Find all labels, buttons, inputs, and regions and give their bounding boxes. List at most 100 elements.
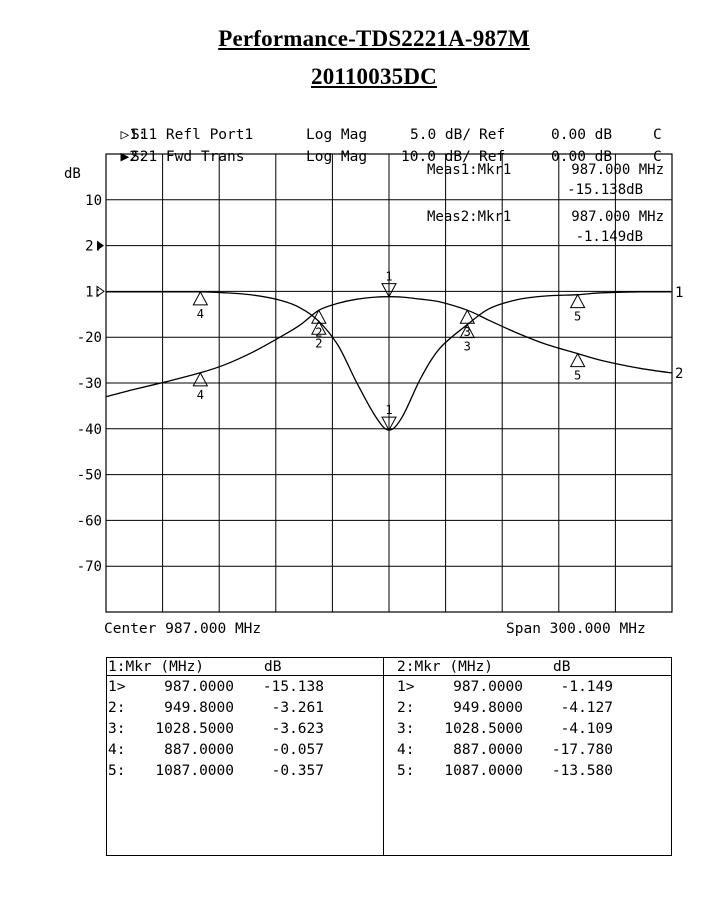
traces: 12: [105, 285, 683, 431]
left-marker-value: -3.623: [271, 721, 324, 737]
marker-4-triangle-icon: [192, 290, 209, 306]
left-marker-id: 3:: [108, 721, 126, 737]
table-header-divider: [107, 675, 671, 676]
ref-arrow-channel-2-icon: [97, 240, 104, 251]
left-marker-frequency: 1028.5000: [155, 721, 234, 737]
marker-number: 2: [315, 325, 322, 339]
marker-number: 4: [197, 388, 204, 402]
marker-5-triangle-icon: [569, 293, 586, 309]
marker-number: 3: [464, 325, 471, 339]
right-header-unit: dB: [553, 659, 571, 675]
measurement-label: Meas2:Mkr1: [427, 209, 511, 225]
y-axis-label: dB: [64, 166, 81, 182]
right-marker-frequency: 949.8000: [453, 700, 523, 716]
channel-2-format: Log Mag: [306, 149, 368, 165]
page-subtitle: 20110035DC: [311, 64, 437, 89]
marker-number: 2: [315, 336, 322, 350]
channel-2-ref-label: Ref: [479, 149, 506, 165]
right-marker-value: -17.780: [551, 742, 613, 758]
channel-2-prefix: ▶2:: [120, 149, 147, 165]
left-marker-value: -3.261: [271, 700, 324, 716]
left-marker-id: 5:: [108, 763, 126, 779]
left-marker-value: -15.138: [262, 679, 324, 695]
right-marker-value: -1.149: [560, 679, 613, 695]
marker-1-triangle-icon: [381, 416, 397, 432]
left-marker-value: -0.057: [271, 742, 324, 758]
measurement-value: -1.149dB: [576, 229, 643, 245]
marker-number: 3: [464, 340, 471, 354]
marker-number: 1: [385, 270, 392, 284]
channel-2-ref: 0.00 dB: [551, 149, 613, 165]
marker-number: 1: [385, 403, 392, 417]
trace-markers: 1 2 3 4 5 1 2 3 4 5: [192, 270, 586, 432]
measurement-readouts: Meas1:Mkr1 987.000 MHz -15.138dB Meas2:Mkr1…: [427, 162, 664, 245]
left-marker-value: -0.357: [271, 763, 324, 779]
measurement-value: -15.138dB: [567, 182, 643, 198]
network-analyzer-plot: dB 102:1:-20-30-40-50-60-70 12 12 34 512 34…: [64, 153, 683, 613]
right-marker-id: 2:: [397, 700, 415, 716]
channel-1-flag: C: [653, 127, 662, 143]
trace-label-1: 1: [675, 285, 683, 301]
y-tick-label: -20: [77, 330, 102, 346]
left-header: 1:Mkr (MHz): [108, 659, 205, 675]
trace-1: [106, 291, 673, 431]
right-marker-id: 1>: [397, 679, 415, 695]
marker-table: 1:Mkr (MHz) dB 1> 987.0000 -15.138 2: 949.80…: [106, 657, 672, 856]
measurement-frequency: 987.000 MHz: [571, 209, 664, 225]
right-marker-frequency: 1087.0000: [444, 763, 523, 779]
marker-2-triangle-icon: [310, 309, 327, 324]
right-marker-value: -13.580: [551, 763, 613, 779]
right-marker-id: 5:: [397, 763, 415, 779]
right-header: 2:Mkr (MHz): [397, 659, 494, 675]
y-tick-label: 10: [85, 193, 102, 209]
right-marker-value: -4.109: [560, 721, 613, 737]
right-marker-value: -4.127: [560, 700, 613, 716]
left-marker-frequency: 987.0000: [164, 679, 234, 695]
channel-2-line: ▶2: S21 Fwd Trans Log Mag 10.0 dB/Ref 0.00 d…: [103, 133, 661, 165]
marker-3-triangle-icon: [459, 309, 476, 324]
table-column-divider: [383, 658, 384, 855]
marker-2-triangle-icon: [310, 320, 327, 335]
marker-4-triangle-icon: [192, 371, 209, 387]
marker-number: 4: [197, 307, 204, 321]
channel-1-label: S11 Refl Port1: [131, 127, 254, 143]
y-tick-label: -30: [77, 376, 102, 392]
trace-2: [105, 296, 673, 398]
trace-label-2: 2: [675, 366, 683, 382]
plot-grid: [105, 153, 673, 613]
channel-1-ref-label: Ref: [479, 127, 506, 143]
channel-1-ref: 0.00 dB: [551, 127, 613, 143]
left-marker-id: 2:: [108, 700, 126, 716]
marker-number: 5: [574, 369, 581, 383]
channel-2-scale: 10.0 dB/: [401, 149, 471, 165]
y-tick-label: -70: [77, 559, 102, 575]
y-tick-label: 1:: [85, 284, 102, 300]
span-frequency: Span 300.000 MHz: [506, 621, 646, 637]
left-marker-frequency: 1087.0000: [155, 763, 234, 779]
right-marker-id: 3:: [397, 721, 415, 737]
channel-1-format: Log Mag: [306, 127, 368, 143]
left-header-unit: dB: [264, 659, 282, 675]
y-tick-label: -60: [77, 513, 102, 529]
right-marker-id: 4:: [397, 742, 415, 758]
right-marker-frequency: 987.0000: [453, 679, 523, 695]
left-marker-id: 1>: [108, 679, 126, 695]
right-marker-frequency: 887.0000: [453, 742, 523, 758]
y-tick-label: -40: [77, 422, 102, 438]
page-title: Performance-TDS2221A-987M: [218, 26, 530, 51]
channel-1-scale: 5.0 dB/: [410, 127, 472, 143]
marker-3-triangle-icon: [459, 323, 476, 339]
marker-number: 5: [574, 310, 581, 324]
marker-table-left: 1:Mkr (MHz) dB 1> 987.0000 -15.138 2: 949.80…: [108, 659, 324, 779]
right-marker-frequency: 1028.5000: [444, 721, 523, 737]
y-tick-label: -50: [77, 468, 102, 484]
center-frequency: Center 987.000 MHz: [104, 621, 262, 637]
measurement-label: Meas1:Mkr1: [427, 162, 511, 178]
ref-arrow-channel-1-icon: [96, 285, 105, 298]
marker-5-triangle-icon: [569, 352, 586, 368]
channel-2-label: S21 Fwd Trans: [131, 149, 245, 165]
left-marker-frequency: 949.8000: [164, 700, 234, 716]
left-marker-frequency: 887.0000: [164, 742, 234, 758]
channel-1-prefix: ▷1:: [120, 127, 147, 143]
channel-2-flag: C: [653, 149, 662, 165]
